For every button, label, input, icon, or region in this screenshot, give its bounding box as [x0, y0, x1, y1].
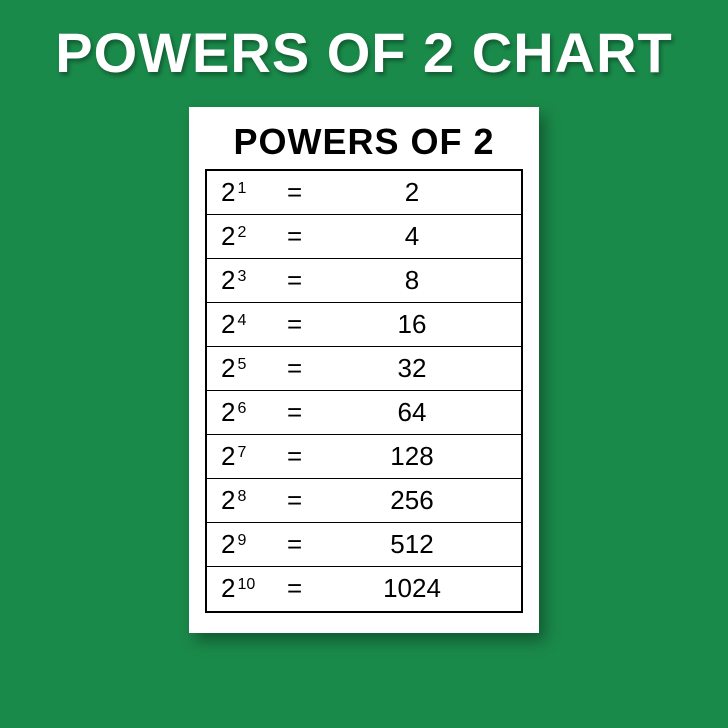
equals-cell: = — [287, 265, 323, 296]
base: 2 — [221, 397, 235, 428]
table-row: 2 1 = 2 — [207, 171, 521, 215]
value-cell: 256 — [323, 485, 521, 516]
power-cell: 2 7 — [207, 441, 287, 472]
value-cell: 32 — [323, 353, 521, 384]
equals-cell: = — [287, 353, 323, 384]
exponent: 1 — [237, 180, 246, 198]
value-cell: 4 — [323, 221, 521, 252]
exponent: 7 — [237, 444, 246, 462]
equals-cell: = — [287, 485, 323, 516]
base: 2 — [221, 573, 235, 604]
base: 2 — [221, 177, 235, 208]
power-cell: 2 4 — [207, 309, 287, 340]
equals-cell: = — [287, 397, 323, 428]
base: 2 — [221, 221, 235, 252]
table-row: 2 4 = 16 — [207, 303, 521, 347]
exponent: 2 — [237, 224, 246, 242]
value-cell: 128 — [323, 441, 521, 472]
card-title: POWERS OF 2 — [205, 121, 523, 163]
powers-table: 2 1 = 2 2 2 = 4 2 3 = 8 2 4 — [205, 169, 523, 613]
power-cell: 2 3 — [207, 265, 287, 296]
power-cell: 2 8 — [207, 485, 287, 516]
table-row: 2 8 = 256 — [207, 479, 521, 523]
table-row: 2 5 = 32 — [207, 347, 521, 391]
power-cell: 2 2 — [207, 221, 287, 252]
exponent: 5 — [237, 356, 246, 374]
equals-cell: = — [287, 529, 323, 560]
power-cell: 2 9 — [207, 529, 287, 560]
power-cell: 2 5 — [207, 353, 287, 384]
page-title: POWERS OF 2 CHART — [55, 24, 672, 83]
value-cell: 64 — [323, 397, 521, 428]
base: 2 — [221, 441, 235, 472]
base: 2 — [221, 309, 235, 340]
value-cell: 512 — [323, 529, 521, 560]
exponent: 6 — [237, 400, 246, 418]
table-row: 2 7 = 128 — [207, 435, 521, 479]
equals-cell: = — [287, 221, 323, 252]
value-cell: 1024 — [323, 573, 521, 604]
power-cell: 2 10 — [207, 573, 287, 604]
power-cell: 2 6 — [207, 397, 287, 428]
exponent: 10 — [237, 576, 255, 594]
equals-cell: = — [287, 309, 323, 340]
table-row: 2 2 = 4 — [207, 215, 521, 259]
power-cell: 2 1 — [207, 177, 287, 208]
exponent: 9 — [237, 532, 246, 550]
value-cell: 8 — [323, 265, 521, 296]
base: 2 — [221, 265, 235, 296]
base: 2 — [221, 529, 235, 560]
equals-cell: = — [287, 573, 323, 604]
table-row: 2 10 = 1024 — [207, 567, 521, 611]
table-row: 2 9 = 512 — [207, 523, 521, 567]
base: 2 — [221, 485, 235, 516]
base: 2 — [221, 353, 235, 384]
exponent: 4 — [237, 312, 246, 330]
exponent: 8 — [237, 488, 246, 506]
table-row: 2 6 = 64 — [207, 391, 521, 435]
exponent: 3 — [237, 268, 246, 286]
chart-card: POWERS OF 2 2 1 = 2 2 2 = 4 2 3 = 8 — [189, 107, 539, 633]
table-row: 2 3 = 8 — [207, 259, 521, 303]
value-cell: 2 — [323, 177, 521, 208]
equals-cell: = — [287, 177, 323, 208]
equals-cell: = — [287, 441, 323, 472]
value-cell: 16 — [323, 309, 521, 340]
